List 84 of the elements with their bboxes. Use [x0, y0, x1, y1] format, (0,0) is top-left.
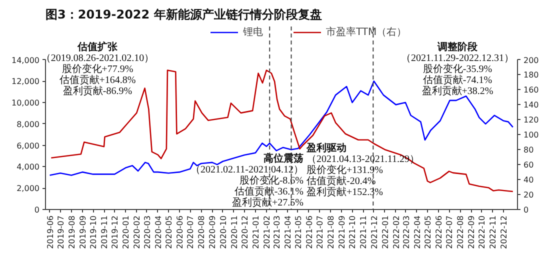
- y-tick-label: 12,000: [12, 77, 40, 86]
- annotation: 估值贡献+164.8%: [59, 74, 136, 86]
- annotation: 盈利贡献-86.9%: [62, 85, 132, 98]
- annotation: 股价变化+77.9%: [62, 63, 134, 76]
- x-tick-label: 2019-08: [67, 215, 76, 249]
- y2-tick-label: 60: [524, 160, 534, 170]
- y-tick-label: 0: [34, 206, 40, 214]
- annotation: 估值贡献-36.1%: [234, 186, 304, 198]
- annotation: 股价变化-35.9%: [422, 63, 492, 76]
- y2-tick-label: 100: [524, 130, 539, 140]
- x-tick-label: 2020-08: [197, 215, 206, 249]
- x-tick-label: 2022-11: [488, 215, 498, 249]
- x-tick-label: 2019-12: [110, 215, 120, 249]
- x-tick-label: 2021-10: [348, 215, 358, 249]
- x-tick-label: 2019-10: [89, 215, 98, 249]
- x-tick-label: 2022-03: [402, 215, 411, 249]
- annotation: （2021.11.29-2022.12.31）: [401, 53, 514, 64]
- annotation: 股价变化-8.6%: [239, 174, 304, 187]
- x-tick-label: 2019-07: [56, 215, 66, 249]
- x-tick-label: 2021-09: [338, 215, 347, 249]
- x-tick-label: 2021-08: [326, 215, 336, 249]
- x-tick-label: 2019-11: [100, 215, 110, 249]
- x-tick-label: 2022-09: [467, 215, 476, 249]
- x-tick-label: 2020-02: [132, 215, 142, 249]
- y2-tick-label: 0: [524, 206, 529, 214]
- annotation: 高位震荡: [264, 152, 304, 165]
- x-tick-label: 2022-04: [412, 215, 422, 249]
- x-tick-label: 2020-11: [230, 215, 239, 249]
- x-tick-label: 2020-06: [176, 215, 185, 249]
- x-tick-label: 2020-09: [208, 215, 218, 249]
- text: 调整阶段: [436, 41, 478, 54]
- y-tick-label: 14,000: [12, 56, 40, 65]
- y-tick-label: 8,000: [16, 120, 40, 129]
- legend-label: 锂电: [243, 26, 263, 39]
- annotation: 估值贡献-74.1%: [422, 74, 492, 86]
- x-tick-label: 2021-04: [283, 215, 292, 249]
- x-tick-label: 2022-08: [456, 215, 466, 249]
- x-tick-label: 2021-02: [262, 215, 272, 249]
- annotation: （2019.08.26-2021.02.10）: [40, 53, 154, 64]
- y2-tick-label: 20: [524, 190, 534, 200]
- annotation: 盈利贡献+152.3%: [306, 186, 383, 198]
- x-tick-label: 2022-12: [499, 215, 508, 249]
- y2-tick-label: 140: [524, 100, 539, 110]
- text: 估值扩张: [76, 41, 118, 54]
- x-tick-label: 2021-11: [359, 215, 368, 249]
- x-tick-label: 2022-01: [380, 215, 390, 249]
- x-tick-label: 2020-03: [142, 215, 152, 249]
- x-tick-label: 2021-06: [304, 215, 314, 249]
- x-tick-label: 2022-05: [423, 215, 432, 249]
- annotation: 股价变化+131.9%: [306, 164, 383, 176]
- annotation: （2021.02.11-2021.04.12）: [190, 164, 304, 176]
- x-tick-label: 2022-07: [445, 215, 454, 249]
- x-tick-label: 2020-10: [218, 215, 228, 249]
- x-tick-label: 2021-05: [294, 215, 303, 249]
- y2-tick-label: 40: [524, 176, 534, 185]
- x-tick-label: 2021-07: [316, 215, 325, 249]
- x-tick-label: 2021-12: [370, 215, 379, 249]
- y-tick-label: 6,000: [16, 141, 40, 150]
- y-tick-label: 2,000: [16, 184, 40, 194]
- x-tick-label: 2019-09: [78, 215, 88, 249]
- x-tick-label: 2019-06: [46, 215, 55, 249]
- x-tick-label: 2022-10: [478, 215, 487, 249]
- y2-tick-label: 80: [524, 146, 534, 155]
- x-tick-label: 2020-01: [122, 215, 131, 249]
- y2-tick-label: 160: [524, 86, 539, 95]
- annotation: 盈利驱动: [306, 142, 346, 154]
- y2-tick-label: 200: [524, 56, 539, 65]
- x-tick-label: 2020-05: [164, 215, 174, 249]
- annotation: 盈利贡献+27.5%: [232, 196, 304, 209]
- x-tick-label: 2021-03: [272, 215, 282, 249]
- annotation: 盈利贡献+38.2%: [422, 85, 494, 98]
- annotation: 估值贡献-20.4%: [306, 174, 376, 187]
- y2-tick-label: 180: [524, 70, 539, 80]
- x-tick-label: 2020-07: [186, 215, 196, 249]
- x-tick-label: 2020-12: [240, 215, 250, 249]
- chart-title: 图3：2019-2022 年新能源产业链行情分阶段复盘: [46, 8, 322, 22]
- x-tick-label: 2022-06: [434, 215, 444, 249]
- y-tick-label: 10,000: [12, 98, 40, 108]
- y2-tick-label: 120: [524, 116, 539, 125]
- x-tick-label: 2020-04: [154, 215, 163, 249]
- y-tick-label: 4,000: [16, 162, 40, 172]
- x-tick-label: 2022-02: [392, 215, 401, 249]
- legend-label: 市盈率TTM（右）: [326, 26, 407, 39]
- x-tick-label: 2021-01: [251, 215, 260, 249]
